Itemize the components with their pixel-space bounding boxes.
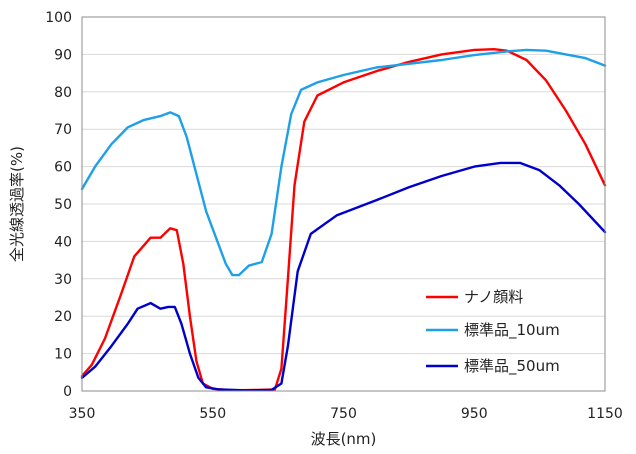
series-line-2 [80,48,607,277]
y-tick-label: 40 [54,234,72,250]
series-line-3 [80,161,607,392]
y-tick-label: 0 [63,384,72,400]
y-tick-label: 70 [54,122,72,138]
y-tick-label: 90 [54,47,72,63]
y-axis-title: 全光線透過率(%) [8,146,26,262]
tick-layer: 0 10 20 30 40 50 60 70 80 90 100 350 550 750 950 1150 [45,10,623,422]
y-tick-label: 80 [54,85,72,101]
y-tick-label: 50 [54,197,72,213]
x-tick-label: 350 [69,406,96,422]
y-tick-label: 30 [54,272,72,288]
y-tick-label: 100 [45,10,72,26]
grid-layer [82,53,605,355]
legend-label: 標準品_10um [464,321,560,340]
x-tick-label: 950 [461,406,488,422]
series-layer [80,48,607,392]
series-line-1 [80,48,607,392]
x-tick-label: 550 [199,406,226,422]
legend-label: ナノ顔料 [464,288,523,306]
y-tick-label: 20 [54,309,72,325]
x-tick-label: 1150 [587,406,623,422]
y-tick-label: 10 [54,347,72,363]
plot-frame [81,16,606,392]
legend-label: 標準品_50um [464,357,560,376]
y-tick-label: 60 [54,160,72,176]
x-tick-label: 750 [330,406,357,422]
x-axis-title: 波長(nm) [311,430,377,448]
